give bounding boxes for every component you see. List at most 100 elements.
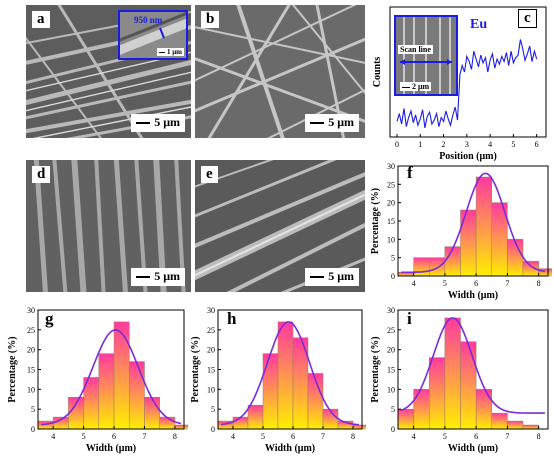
histogram-bar <box>232 416 249 430</box>
histogram-bar <box>444 246 461 277</box>
inset-diameter-label: 950 nm <box>134 15 163 25</box>
panel-label-g: g <box>45 309 54 328</box>
y-tick-label: 20 <box>387 199 395 208</box>
x-tick-label: 7 <box>505 432 509 441</box>
panel-label-e: e <box>201 166 218 183</box>
x-axis-label: Width (μm) <box>86 443 136 454</box>
histogram-bar <box>98 353 115 430</box>
scale-bar-a: 5 μm <box>131 114 185 132</box>
panel-label-h: h <box>227 309 237 328</box>
x-tick-label: 4 <box>51 432 55 441</box>
x-axis-label: Position (μm) <box>439 151 497 162</box>
histogram-bar <box>475 176 492 277</box>
histogram-bar <box>413 257 430 277</box>
y-tick-label: 5 <box>391 254 395 263</box>
y-tick-label: 25 <box>207 326 215 335</box>
x-tick-label: 7 <box>142 432 146 441</box>
gaussian-fit-curve <box>220 321 360 426</box>
histogram-bar <box>522 424 539 430</box>
y-tick-label: 20 <box>207 346 215 355</box>
x-tick-label: 6 <box>112 432 116 441</box>
x-tick-label: 5 <box>82 432 86 441</box>
x-axis-label: Width (μm) <box>448 290 498 300</box>
histogram-bar <box>159 416 176 430</box>
histogram-bar <box>475 389 492 430</box>
histogram-bar <box>262 353 279 430</box>
histogram-bar <box>68 397 84 430</box>
x-tick-label: 7 <box>321 432 325 441</box>
y-tick-label: 15 <box>207 366 215 375</box>
y-tick-label: 25 <box>27 326 35 335</box>
histogram-panel-i: 0 5 10 15 20 25 30 4 5 6 7 8 Width (μm) Percentage (%… <box>368 304 552 456</box>
x-tick-label: 8 <box>537 279 541 288</box>
x-tick-label: 6 <box>535 140 539 149</box>
inset-scale-c: 2 μm <box>400 82 432 91</box>
panel-label-i: i <box>407 309 412 328</box>
histogram-bar <box>144 397 160 430</box>
x-tick-label: 2 <box>442 140 446 149</box>
inset-a: 950 nm 1 μm <box>118 10 188 60</box>
panel-label-c: c <box>518 9 537 28</box>
gaussian-fit-curve <box>400 317 545 414</box>
sem-panel-d: d 5 μm <box>26 160 191 292</box>
scale-bar-d: 5 μm <box>131 268 185 286</box>
x-tick-label: 8 <box>537 432 541 441</box>
y-tick-label: 10 <box>27 385 35 394</box>
x-tick-label: 6 <box>474 279 478 288</box>
y-tick-label: 5 <box>31 405 35 414</box>
y-axis-label: Percentage (%) <box>370 336 381 402</box>
linescan-chart: 0 1 2 3 4 5 6 Position (μm) Counts <box>372 6 547 162</box>
scale-bar-b: 5 μm <box>305 114 359 132</box>
x-tick-label: 4 <box>488 140 492 149</box>
histogram-bar <box>491 412 508 430</box>
panel-label-b: b <box>201 11 220 28</box>
histogram-panel-h: 0 5 10 15 20 25 30 4 5 6 7 8 Width (μm) Percentage (%… <box>188 304 366 456</box>
y-tick-label: 20 <box>387 346 395 355</box>
histogram-bar <box>37 420 54 430</box>
y-tick-label: 15 <box>27 366 35 375</box>
x-tick-label: 8 <box>351 432 355 441</box>
histogram-bar <box>174 424 188 430</box>
histogram-panel-f: 0 5 10 15 20 25 30 4 5 6 7 8 Width (μm) Percentage (%… <box>368 160 552 300</box>
y-axis-label: Percentage (%) <box>190 336 201 402</box>
y-tick-label: 30 <box>207 306 215 315</box>
histogram-bar <box>413 389 430 430</box>
y-tick-label: 0 <box>391 272 395 281</box>
y-tick-label: 0 <box>391 425 395 434</box>
y-tick-label: 25 <box>387 180 395 189</box>
y-tick-label: 30 <box>387 306 395 315</box>
histogram-bar <box>507 239 524 277</box>
y-axis-label: Percentage (%) <box>7 336 18 402</box>
panel-label-f: f <box>407 163 413 182</box>
gaussian-fit-curve <box>40 329 182 426</box>
histogram-i: 0 5 10 15 20 25 30 4 5 6 7 8 Width (μm) Percentage (%… <box>370 306 549 454</box>
histogram-bar <box>460 341 477 430</box>
linescan-line-eu <box>396 39 538 129</box>
x-tick-label: 8 <box>173 432 177 441</box>
x-tick-label: 5 <box>261 432 265 441</box>
y-tick-label: 10 <box>387 235 395 244</box>
scan-line-label: Scan line <box>398 45 433 54</box>
y-tick-label: 15 <box>387 217 395 226</box>
histogram-bar <box>129 361 145 430</box>
gaussian-fit-curve <box>401 172 546 274</box>
y-tick-label: 5 <box>211 405 215 414</box>
sem-panel-a: a 950 nm 1 μm 5 μm <box>26 5 191 138</box>
y-tick-label: 10 <box>207 385 215 394</box>
histogram-bar <box>397 408 414 430</box>
y-tick-label: 20 <box>27 346 35 355</box>
histogram-h: 0 5 10 15 20 25 30 4 5 6 7 8 Width (μm) Percentage (%… <box>190 306 366 454</box>
histogram-bar <box>444 317 461 430</box>
x-tick-label: 5 <box>511 140 515 149</box>
histogram-f: 0 5 10 15 20 25 30 4 5 6 7 8 Width (μm) Percentage (%… <box>370 162 552 300</box>
x-axis-label: Width (μm) <box>265 443 315 454</box>
histogram-bar <box>429 357 446 430</box>
inset-scale-a: 1 μm <box>156 48 184 56</box>
y-tick-label: 10 <box>387 385 395 394</box>
x-tick-label: 5 <box>443 279 447 288</box>
x-tick-label: 0 <box>395 140 399 149</box>
element-label-eu: Eu <box>470 17 488 32</box>
x-tick-label: 4 <box>231 432 235 441</box>
y-tick-label: 15 <box>387 366 395 375</box>
sem-panel-b: b 5 μm <box>195 5 365 138</box>
